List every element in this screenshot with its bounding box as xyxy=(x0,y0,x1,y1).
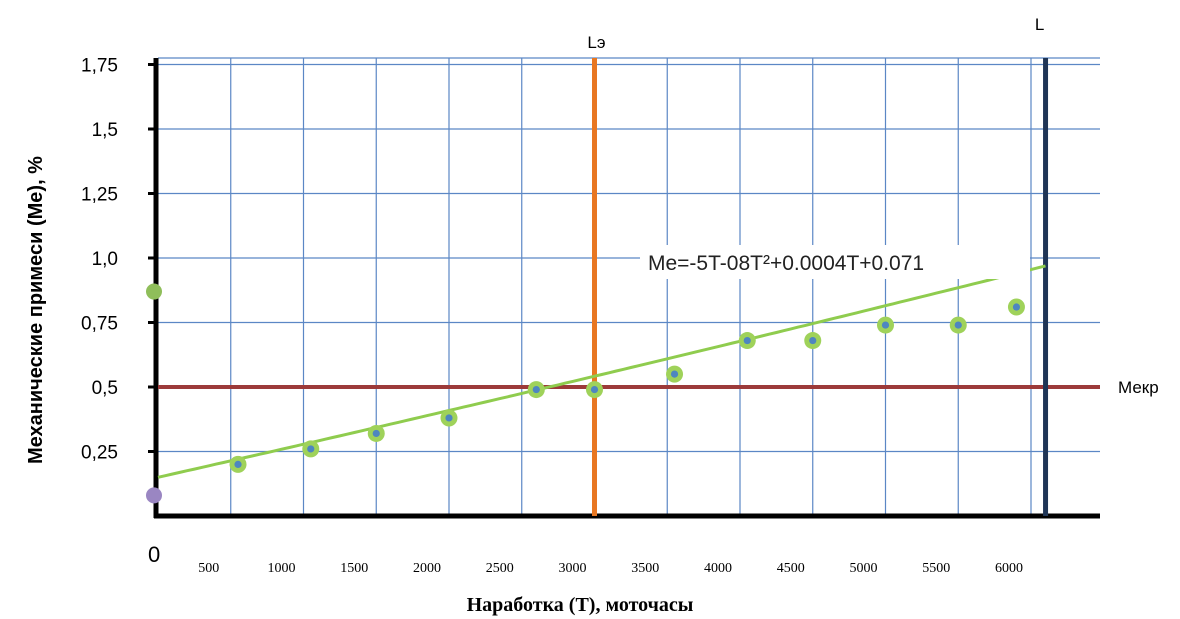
data-point-center xyxy=(307,445,315,453)
data-point-center xyxy=(881,321,890,329)
x-tick-label: 4000 xyxy=(704,561,732,576)
y-tick-label: 1,0 xyxy=(92,249,118,270)
reference-line-label: L xyxy=(1035,15,1044,34)
data-point-center xyxy=(445,414,453,422)
y-tick-label: 1,75 xyxy=(81,56,118,77)
x-tick-label: 500 xyxy=(198,561,219,576)
x-tick-label: 4500 xyxy=(777,561,805,576)
data-point-center xyxy=(234,460,242,468)
x-tick-label: 2500 xyxy=(486,561,514,576)
trendline-curve xyxy=(157,264,1046,479)
y-axis-title: Механические примеси (Ме), % xyxy=(25,156,47,464)
ticks: 0,25 0,5 0,75 1,0 1,25 1,5 1,75 500 1000 1500 2000… xyxy=(81,56,1023,577)
x-tick-label: 5500 xyxy=(922,561,950,576)
x-axis-title: Наработка (T), моточасы xyxy=(467,594,694,616)
y-axis-marker xyxy=(146,283,162,300)
x-tick-label: 3000 xyxy=(559,561,587,576)
data-point-center xyxy=(954,321,962,329)
data-point-center xyxy=(532,385,540,394)
equation-background xyxy=(640,245,1030,279)
reference-lines: Мекр Lэ L xyxy=(158,15,1159,516)
x-tick-label: 5000 xyxy=(850,561,878,576)
critical-level-label: Мекр xyxy=(1118,378,1159,397)
data-point-center xyxy=(590,385,599,394)
data-point-center xyxy=(743,336,751,345)
x-tick-label: 2000 xyxy=(413,561,441,576)
data-point-center xyxy=(670,370,679,378)
y-tick-label: 0,5 xyxy=(92,378,118,399)
data-point-center xyxy=(809,336,817,345)
data-point-center xyxy=(372,429,380,438)
data-points xyxy=(229,298,1025,473)
labels: Механические примеси (Ме), % Наработка (… xyxy=(25,156,694,616)
x-zero-label: 0 xyxy=(148,542,160,567)
x-tick-label: 1500 xyxy=(340,561,368,576)
y-tick-label: 0,25 xyxy=(81,443,118,464)
reference-line-label: Lэ xyxy=(587,33,605,52)
trendline-equation: Me=-5T-08T²+0.0004T+0.071 xyxy=(648,252,924,275)
x-tick-label: 1000 xyxy=(268,561,296,576)
data-point-center xyxy=(1012,303,1021,311)
y-axis-marker xyxy=(146,487,162,504)
y-tick-label: 1,5 xyxy=(92,120,118,141)
trendline: Me=-5T-08T²+0.0004T+0.071 xyxy=(157,245,1046,479)
x-tick-label: 3500 xyxy=(631,561,659,576)
y-tick-label: 0,75 xyxy=(81,314,118,335)
y-tick-label: 1,25 xyxy=(81,185,118,206)
x-tick-label: 6000 xyxy=(995,561,1023,576)
